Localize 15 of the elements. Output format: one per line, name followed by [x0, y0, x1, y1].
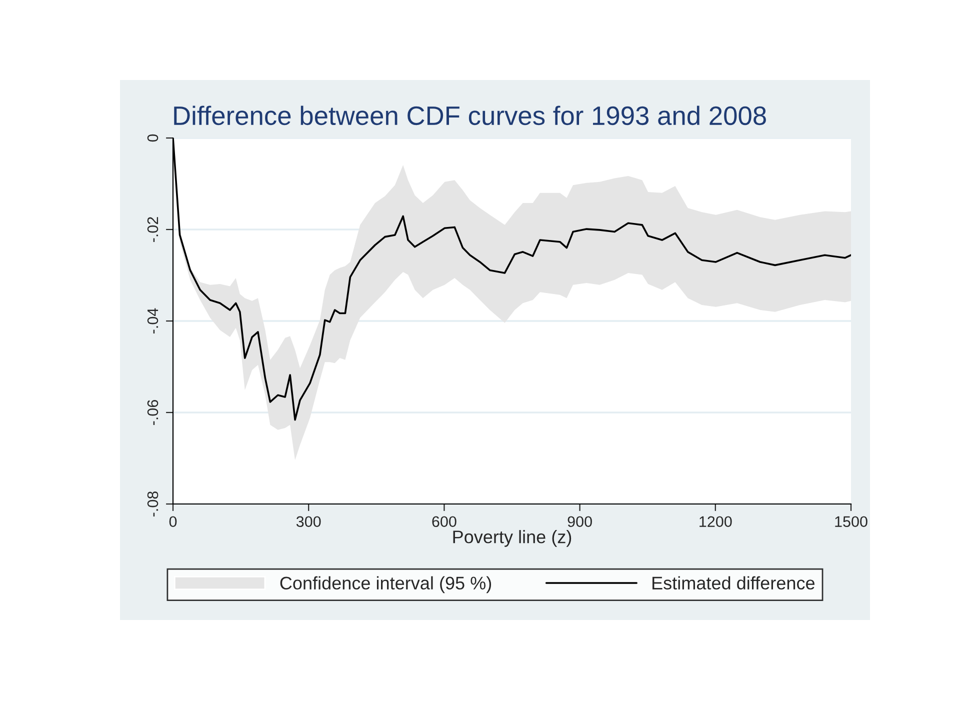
x-tick-label: 1500	[835, 516, 868, 528]
text: Confidence interval (95 %)	[280, 576, 492, 594]
x-axis-title: Poverty line (z)	[453, 530, 572, 547]
y-tick-label: -.04	[147, 308, 158, 334]
text: Estimated difference	[652, 576, 814, 590]
x-tick-label: 600	[432, 516, 456, 528]
y-tick-label: -.06	[147, 400, 158, 425]
chart-title: Difference between CDF curves for 1993 and 2008	[174, 106, 766, 126]
y-tick-label: -.02	[147, 217, 158, 242]
y-tick-label: -.08	[147, 492, 158, 516]
y-tick-label: 0	[147, 134, 158, 142]
x-tick-label: 900	[568, 516, 592, 528]
x-tick-label: 0	[169, 516, 177, 528]
x-tick-label: 300	[296, 516, 321, 528]
x-tick-label: 1200	[700, 516, 732, 528]
